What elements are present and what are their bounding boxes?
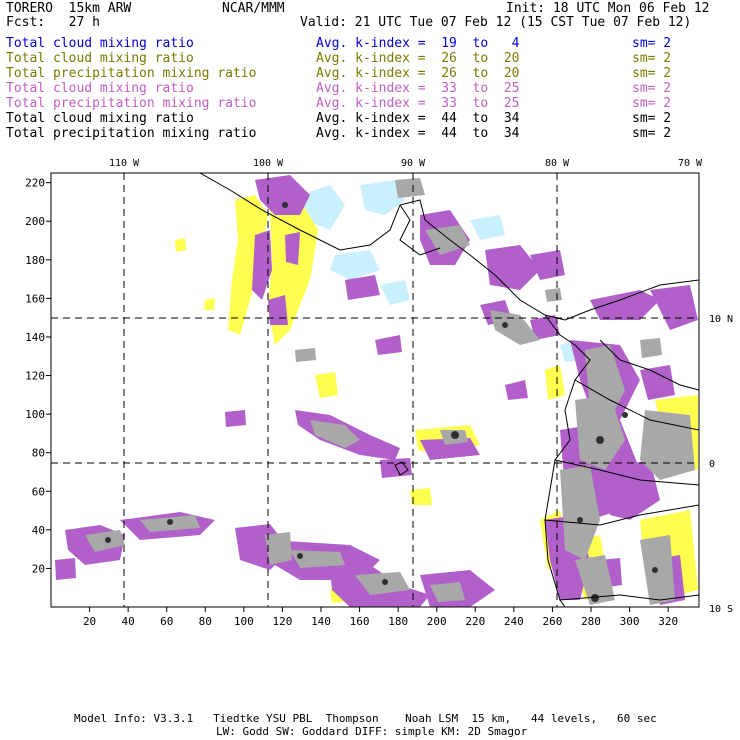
cloud-layer-core (105, 202, 658, 602)
x-tick-marks (89, 607, 669, 612)
x-tick-label: 200 (427, 615, 447, 628)
plot-frame (50, 172, 700, 608)
latitude-labels: 10 N 0 10 S (709, 314, 733, 615)
model-name: TORERO 15km ARW (6, 1, 132, 16)
x-tick-label: 180 (388, 615, 408, 628)
x-tick-label: 280 (581, 615, 601, 628)
x-tick-label: 80 (199, 615, 212, 628)
legend-field: Total precipitation mixing ratio (6, 96, 257, 111)
legend-field: Total cloud mixing ratio (6, 81, 194, 96)
x-tick-label: 100 (234, 615, 254, 628)
y-tick-label: 120 (25, 370, 45, 383)
legend-sm: sm= 2 (632, 111, 672, 126)
legend-field: Total cloud mixing ratio (6, 36, 194, 51)
legend-sm: sm= 2 (632, 81, 672, 96)
legend-kindex: Avg. k-index = 44 to 34 (316, 111, 520, 126)
y-tick-marks (46, 182, 51, 569)
legend-kindex: Avg. k-index = 44 to 34 (316, 126, 520, 141)
legend-sm: sm= 2 (632, 51, 672, 66)
x-tick-labels: 20 40 60 80 100 120 140 160 180 200 220 240 260 280 30… (83, 615, 678, 628)
y-tick-label: 160 (25, 292, 45, 305)
y-tick-label: 20 (32, 562, 45, 575)
lon-label: 70 W (678, 158, 703, 169)
x-tick-label: 140 (311, 615, 331, 628)
x-tick-label: 40 (122, 615, 135, 628)
y-tick-label: 140 (25, 331, 45, 344)
y-tick-labels: 220 200 180 160 140 120 100 80 60 40 20 (25, 177, 45, 576)
valid-time: Valid: 21 UTC Tue 07 Feb 12 (15 CST Tue … (300, 15, 692, 30)
x-tick-label: 60 (160, 615, 173, 628)
legend-sm: sm= 2 (632, 66, 672, 81)
lat-lon-grid (51, 173, 699, 607)
lon-label: 90 W (401, 158, 426, 169)
y-tick-label: 200 (25, 215, 45, 228)
x-tick-label: 20 (83, 615, 96, 628)
lon-label: 100 W (253, 158, 284, 169)
legend-field: Total precipitation mixing ratio (6, 66, 257, 81)
lat-label: 10 S (709, 604, 733, 615)
coastlines (199, 173, 699, 607)
model-info: Model Info: V3.3.1 Tiedtke YSU PBL Thomp… (74, 712, 657, 725)
legend-field: Total cloud mixing ratio (6, 51, 194, 66)
x-tick-label: 240 (504, 615, 524, 628)
legend-kindex: Avg. k-index = 26 to 20 (316, 51, 520, 66)
field-layers (55, 173, 699, 607)
lat-label: 10 N (709, 314, 733, 325)
forecast-hour: Fcst: 27 h (6, 15, 100, 30)
y-tick-label: 60 (32, 485, 45, 498)
x-tick-label: 300 (620, 615, 640, 628)
x-tick-label: 320 (658, 615, 678, 628)
legend-sm: sm= 2 (632, 36, 672, 51)
longitude-labels: 110 W 100 W 90 W 80 W 70 W (109, 158, 703, 169)
cloud-layer-low (300, 180, 585, 362)
legend-field: Total cloud mixing ratio (6, 111, 194, 126)
init-time: Init: 18 UTC Mon 06 Feb 12 (506, 1, 710, 16)
legend-sm: sm= 2 (632, 126, 672, 141)
center-name: NCAR/MMM (222, 1, 285, 16)
y-tick-label: 180 (25, 254, 45, 267)
x-tick-label: 260 (542, 615, 562, 628)
x-tick-label: 160 (350, 615, 370, 628)
legend-kindex: Avg. k-index = 19 to 4 (316, 36, 520, 51)
y-tick-label: 40 (32, 524, 45, 537)
x-tick-label: 120 (272, 615, 292, 628)
lat-label: 0 (709, 459, 715, 470)
legend-kindex: Avg. k-index = 33 to 25 (316, 81, 520, 96)
y-tick-label: 80 (32, 447, 45, 460)
legend-kindex: Avg. k-index = 26 to 20 (316, 66, 520, 81)
legend-kindex: Avg. k-index = 33 to 25 (316, 96, 520, 111)
y-tick-label: 100 (25, 408, 45, 421)
legend-field: Total precipitation mixing ratio (6, 126, 257, 141)
y-tick-label: 220 (25, 177, 45, 190)
x-tick-label: 220 (465, 615, 485, 628)
legend-sm: sm= 2 (632, 96, 672, 111)
lon-label: 80 W (545, 158, 570, 169)
cloud-layer-deep (85, 178, 695, 605)
lon-label: 110 W (109, 158, 140, 169)
physics-info: LW: Godd SW: Goddard DIFF: simple KM: 2D… (216, 725, 528, 738)
